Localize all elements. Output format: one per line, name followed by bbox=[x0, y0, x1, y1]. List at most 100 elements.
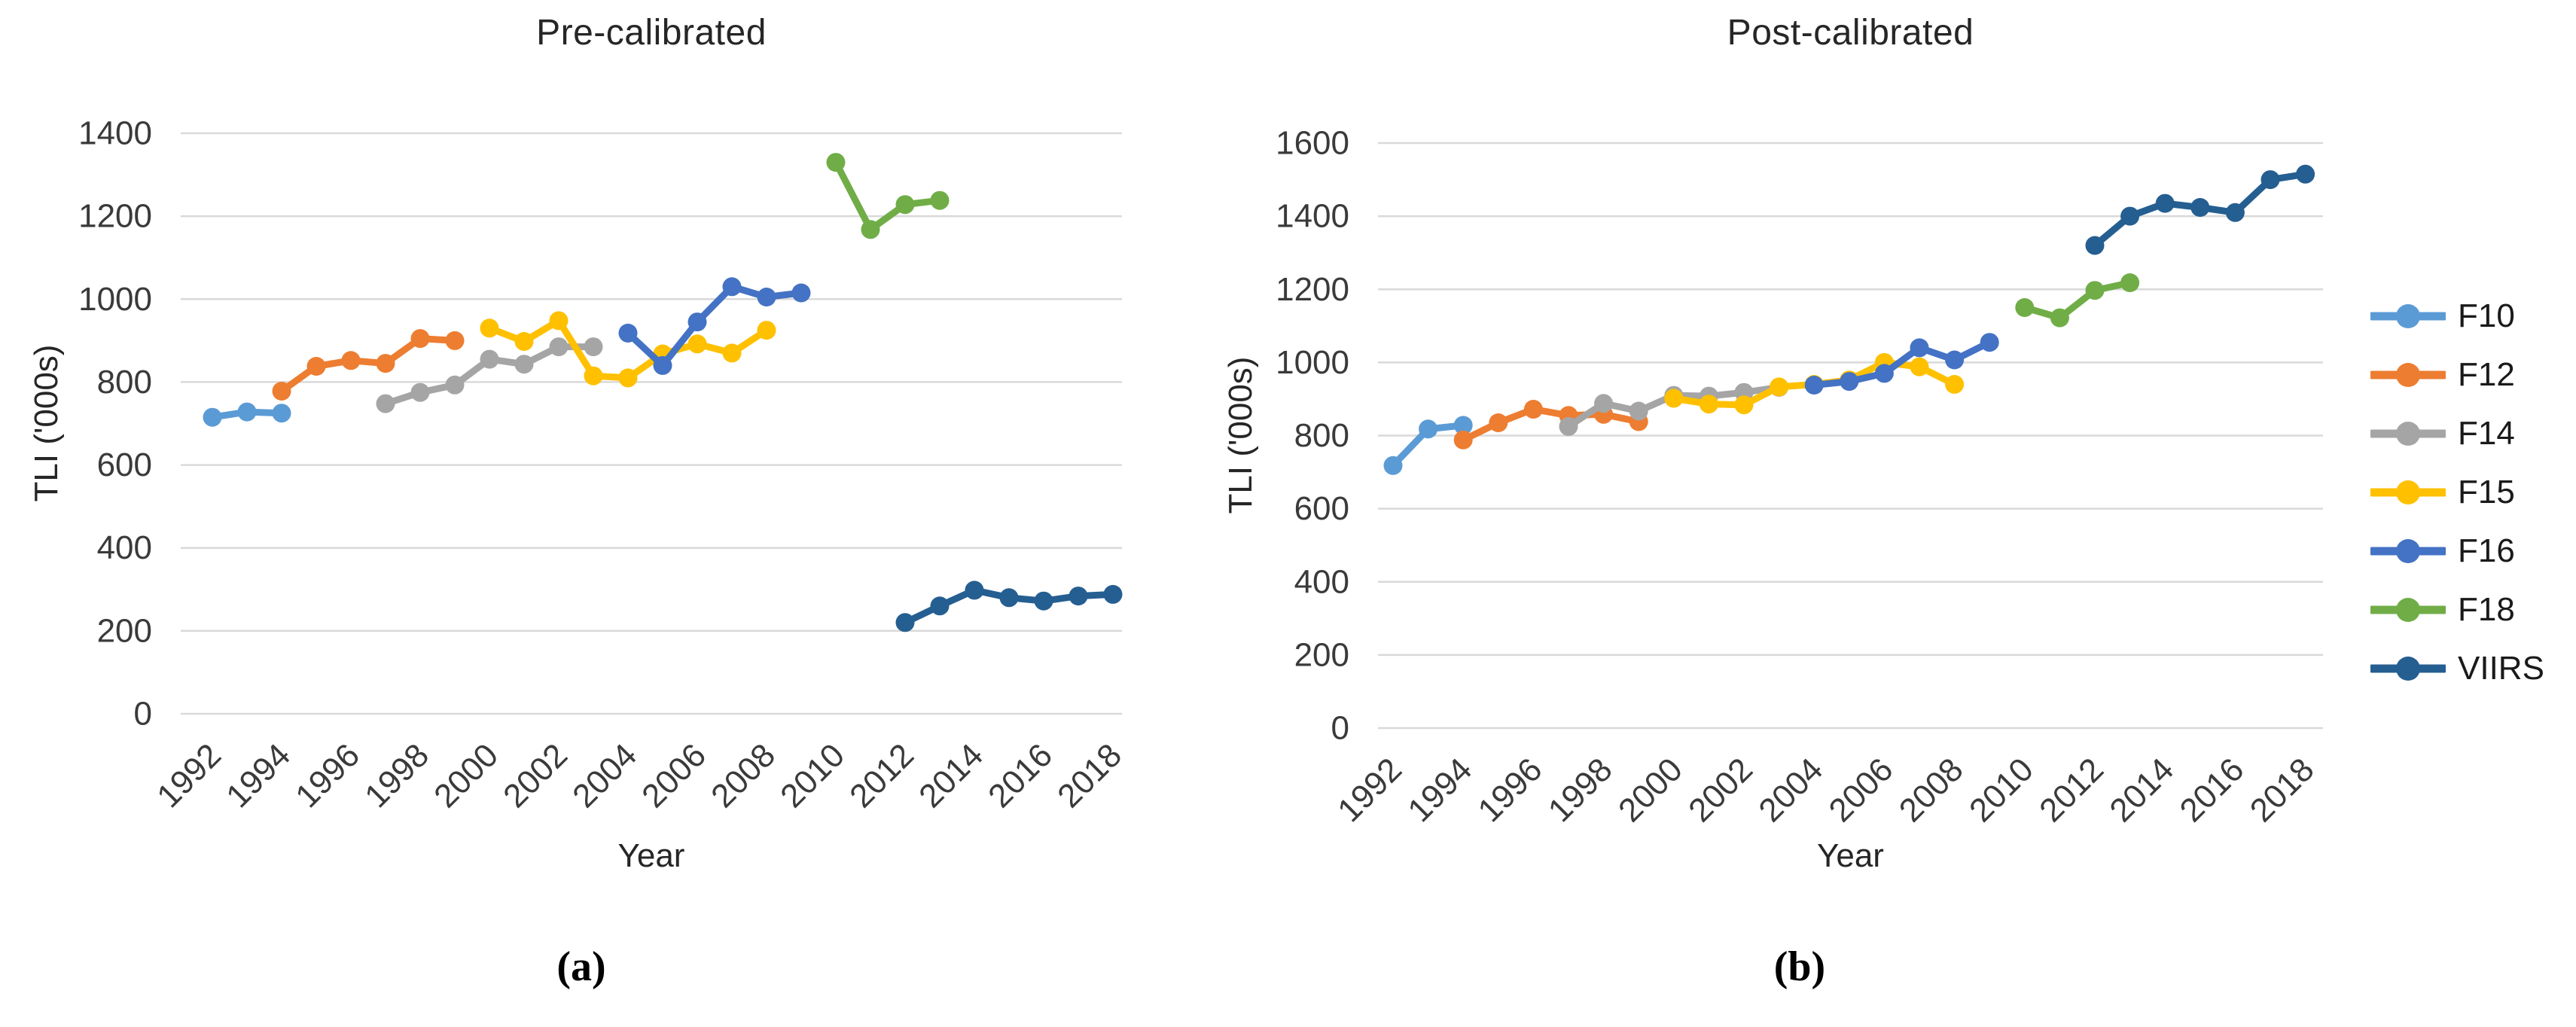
data-point-f10-1994 bbox=[272, 404, 291, 423]
data-point-f10-1992 bbox=[203, 407, 222, 427]
series-f12 bbox=[272, 329, 465, 401]
data-point-f15-2006 bbox=[687, 334, 707, 354]
data-point-f15-2008 bbox=[1945, 375, 1965, 394]
data-point-f10-1992 bbox=[1383, 456, 1403, 475]
data-point-f18-2012 bbox=[895, 195, 915, 215]
series-f18 bbox=[2015, 273, 2140, 328]
data-point-f15-2003 bbox=[1770, 377, 1789, 397]
legend-marker-f14-icon bbox=[2370, 422, 2446, 446]
data-point-f18-2010 bbox=[826, 153, 846, 172]
data-point-viirs-2018 bbox=[2296, 164, 2315, 184]
data-point-f15-2003 bbox=[584, 366, 603, 386]
legend: F10 F12 F14 F15 F16 F18 VIIRS bbox=[2370, 287, 2576, 698]
data-point-f12-1999 bbox=[445, 331, 465, 350]
data-point-f10-1993 bbox=[1419, 419, 1438, 439]
x-tick-2014: 2014 bbox=[2102, 751, 2181, 829]
pre-calibrated-chart-panel: 0 200 400 600 800 1000 1200 1400 1992 1994 1996 199… bbox=[0, 0, 1182, 1027]
data-point-f14-1997 bbox=[376, 394, 395, 413]
legend-label-viirs: VIIRS bbox=[2458, 650, 2544, 687]
y-tick-600: 600 bbox=[1294, 490, 1349, 527]
y-tick-0: 0 bbox=[1331, 710, 1349, 747]
gridlines bbox=[1378, 142, 2323, 730]
data-point-f14-2000 bbox=[480, 349, 499, 369]
data-point-f16-2007 bbox=[1910, 338, 1929, 358]
data-point-viirs-2016 bbox=[1034, 591, 1053, 611]
y-tick-1600: 1600 bbox=[1276, 125, 1349, 162]
data-point-f18-2013 bbox=[2120, 273, 2140, 292]
legend-item-viirs: VIIRS bbox=[2370, 639, 2576, 698]
x-tick-2000: 2000 bbox=[1611, 751, 1690, 829]
x-tick-1996: 1996 bbox=[1471, 751, 1550, 829]
legend-item-f15: F15 bbox=[2370, 463, 2576, 522]
y-tick-800: 800 bbox=[1294, 417, 1349, 454]
data-point-f15-2004 bbox=[618, 368, 638, 388]
data-point-viirs-2013 bbox=[2120, 206, 2140, 226]
x-tick-2018: 2018 bbox=[1050, 736, 1129, 815]
data-point-f15-2002 bbox=[549, 311, 569, 331]
series-f14 bbox=[376, 337, 603, 413]
y-tick-1400: 1400 bbox=[1276, 198, 1349, 235]
y-tick-200: 200 bbox=[97, 612, 152, 649]
series-f10 bbox=[203, 402, 291, 427]
data-point-viirs-2012 bbox=[895, 613, 915, 632]
data-point-f14-1999 bbox=[1629, 401, 1648, 421]
data-point-f14-1997 bbox=[1559, 416, 1578, 436]
x-tick-2018: 2018 bbox=[2243, 751, 2321, 829]
data-point-f10-1994 bbox=[1453, 416, 1473, 435]
y-tick-1000: 1000 bbox=[78, 281, 152, 318]
y-tick-800: 800 bbox=[97, 364, 152, 401]
legend-marker-f15-icon bbox=[2370, 480, 2446, 504]
legend-label-f14: F14 bbox=[2458, 415, 2515, 452]
legend-label-f18: F18 bbox=[2458, 591, 2515, 628]
x-tick-2016: 2016 bbox=[981, 736, 1059, 815]
x-tick-1992: 1992 bbox=[150, 736, 228, 815]
data-point-viirs-2015 bbox=[2190, 198, 2210, 217]
data-point-f15-2002 bbox=[1734, 395, 1754, 415]
x-tick-2010: 2010 bbox=[1962, 751, 2041, 829]
x-tick-2004: 2004 bbox=[1751, 751, 1830, 829]
x-tick-2000: 2000 bbox=[427, 736, 505, 815]
post-calibrated-chart-panel: 0 200 400 600 800 1000 1200 1400 1600 1992 1994 199… bbox=[1205, 0, 2368, 1027]
series-f16 bbox=[1804, 333, 1999, 395]
legend-marker-f10-icon bbox=[2370, 304, 2446, 328]
data-point-f10-1993 bbox=[237, 402, 257, 422]
x-tick-1994: 1994 bbox=[1401, 751, 1479, 829]
data-point-f18-2013 bbox=[930, 190, 950, 210]
y-tick-1400: 1400 bbox=[78, 115, 152, 152]
data-point-f15-2000 bbox=[1664, 389, 1684, 408]
x-tick-1996: 1996 bbox=[288, 736, 367, 815]
data-point-f16-2006 bbox=[1874, 364, 1894, 383]
legend-item-f16: F16 bbox=[2370, 522, 2576, 581]
x-tick-2010: 2010 bbox=[773, 736, 852, 815]
data-point-viirs-2012 bbox=[2085, 236, 2105, 255]
y-tick-1000: 1000 bbox=[1276, 344, 1349, 381]
panel-caption-b: (b) bbox=[1773, 943, 1826, 990]
data-point-f16-2009 bbox=[791, 283, 811, 303]
data-point-f14-1999 bbox=[445, 375, 465, 395]
post-calibrated-plot-area: 0200400600800100012001400160019921994199… bbox=[1276, 125, 2323, 829]
chart-title-pre: Pre-calibrated bbox=[536, 13, 767, 53]
legend-marker-viirs-icon bbox=[2370, 657, 2446, 681]
data-point-f12-1994 bbox=[272, 382, 291, 401]
x-tick-2004: 2004 bbox=[566, 736, 644, 815]
y-tick-labels: 0 200 400 600 800 1000 1200 1400 1600 bbox=[1276, 125, 1349, 747]
data-point-viirs-2013 bbox=[930, 596, 950, 616]
legend-item-f12: F12 bbox=[2370, 346, 2576, 404]
data-point-viirs-2015 bbox=[999, 588, 1019, 608]
x-tick-1998: 1998 bbox=[358, 736, 436, 815]
x-tick-2012: 2012 bbox=[843, 736, 921, 815]
data-point-f14-1998 bbox=[410, 382, 430, 402]
data-point-f16-2009 bbox=[1980, 333, 1999, 352]
data-point-viirs-2018 bbox=[1103, 584, 1123, 604]
data-point-f16-2005 bbox=[653, 355, 672, 375]
legend-marker-f12-icon bbox=[2370, 363, 2446, 387]
x-tick-labels: 1992199419961998200020022004200620082010… bbox=[1331, 751, 2321, 829]
data-point-f14-2002 bbox=[549, 337, 569, 357]
x-tick-2008: 2008 bbox=[704, 736, 782, 815]
x-tick-2012: 2012 bbox=[2032, 751, 2111, 829]
legend-label-f10: F10 bbox=[2458, 297, 2515, 334]
data-point-viirs-2016 bbox=[2225, 203, 2245, 222]
series-f15 bbox=[480, 311, 776, 388]
data-point-f14-1998 bbox=[1594, 394, 1614, 413]
series-viirs bbox=[2085, 164, 2315, 255]
